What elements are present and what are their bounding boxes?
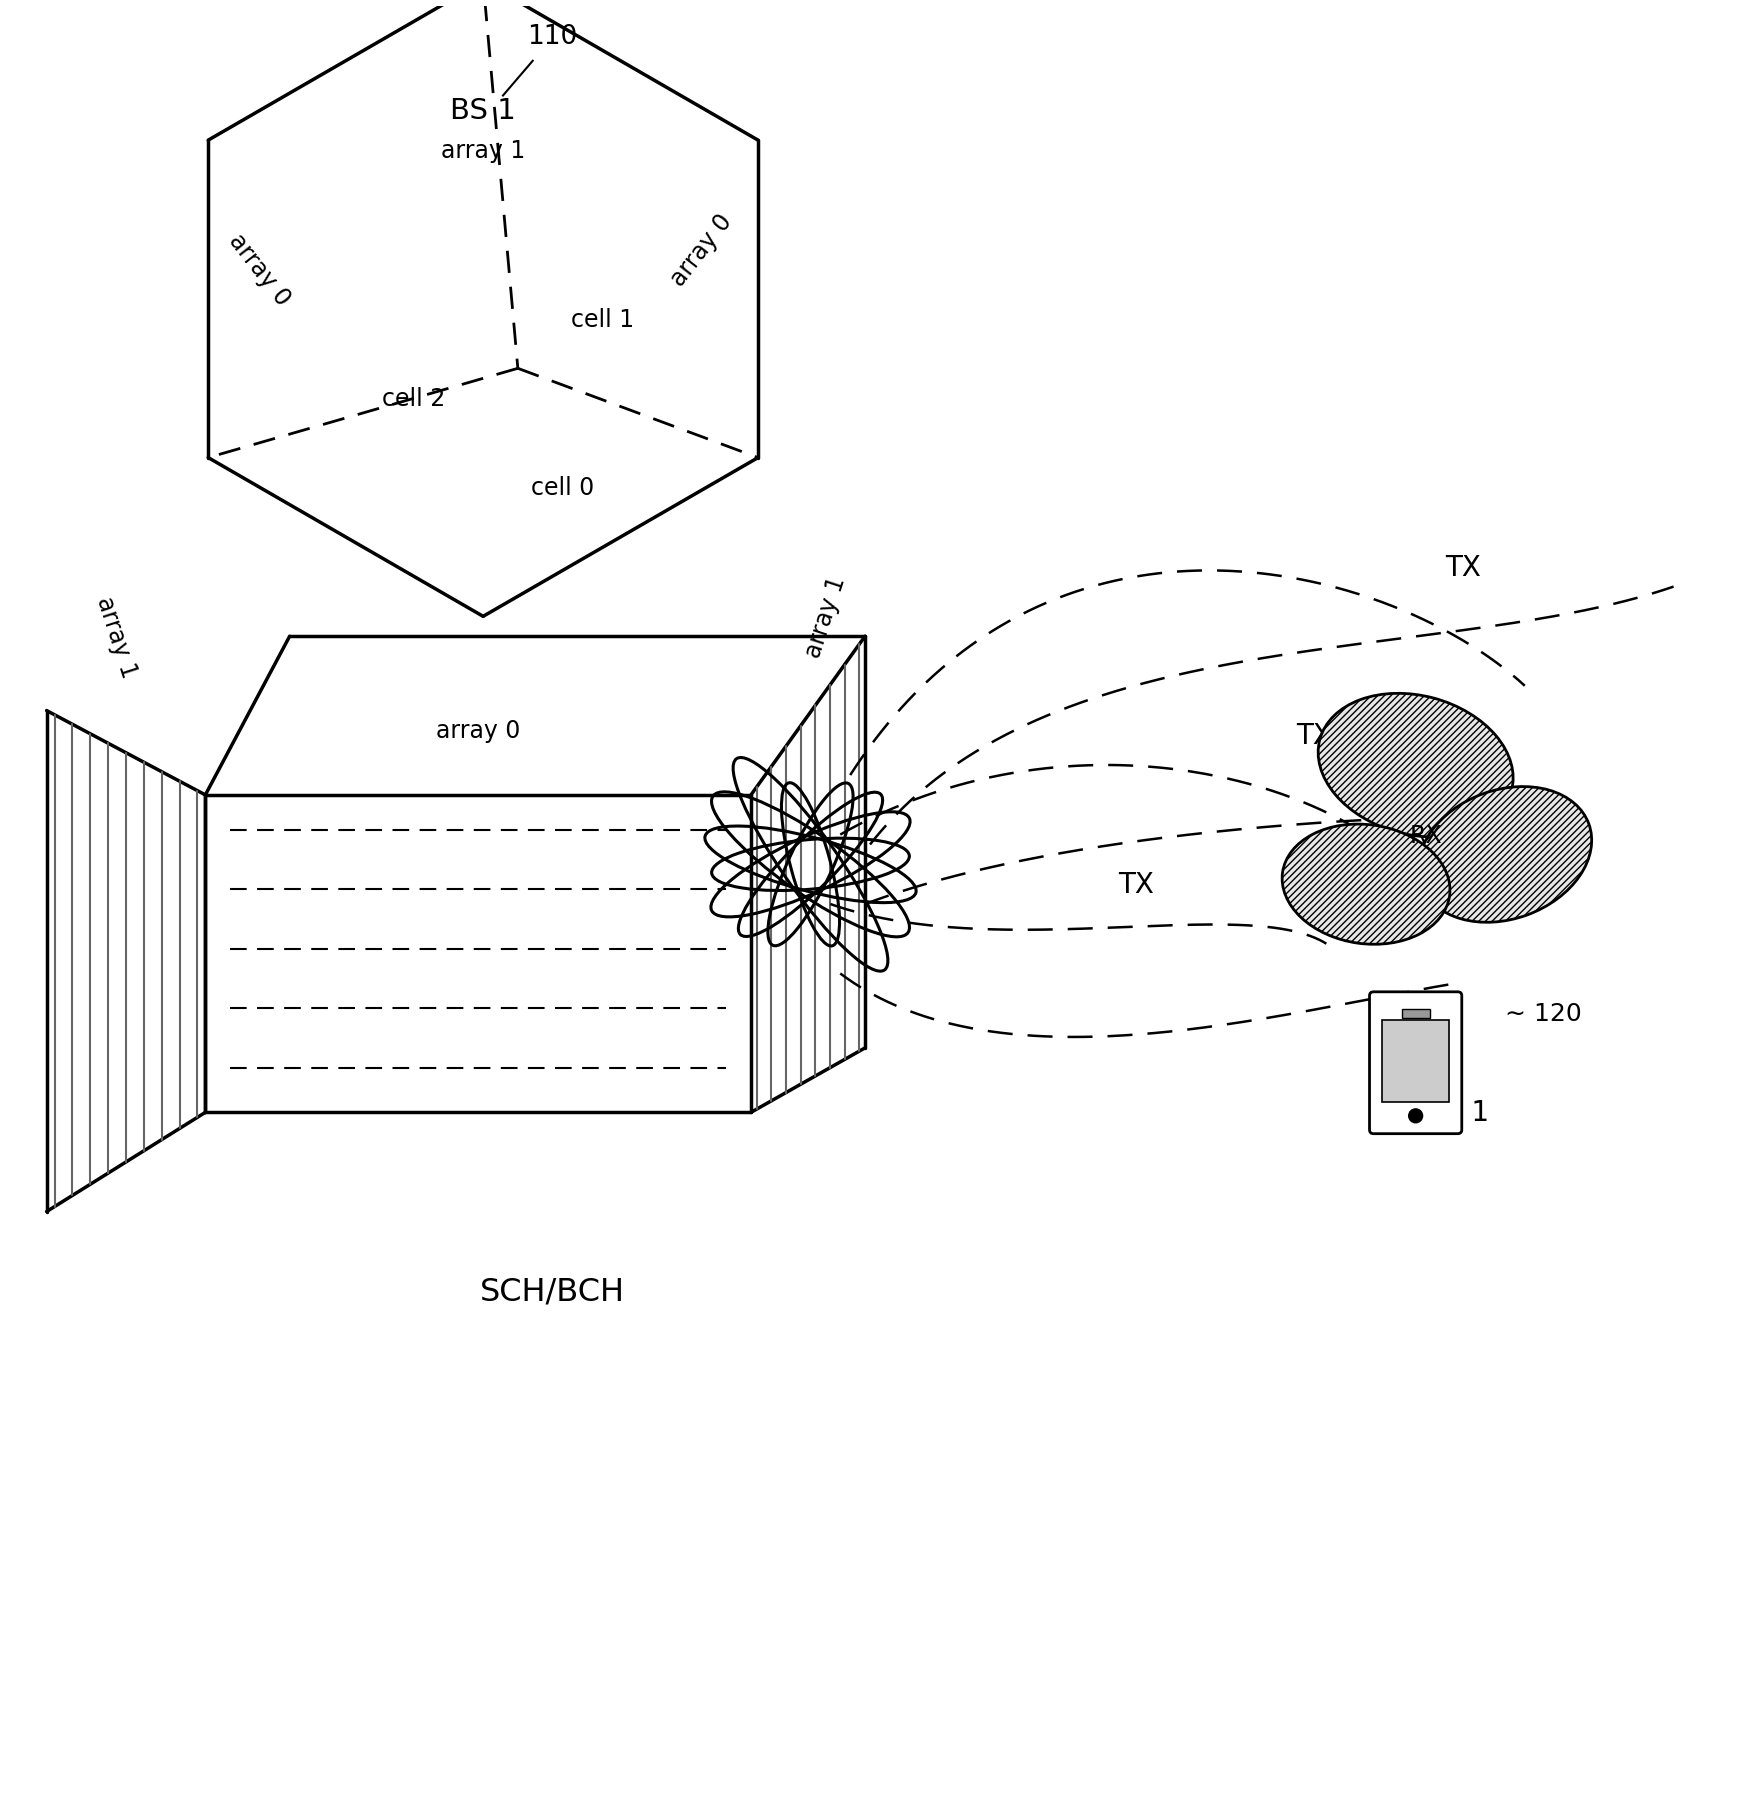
FancyBboxPatch shape <box>1369 992 1461 1134</box>
Text: TX: TX <box>1117 871 1154 898</box>
Text: cell 2: cell 2 <box>382 386 445 410</box>
Circle shape <box>1409 1110 1423 1123</box>
Text: array 0: array 0 <box>225 229 295 310</box>
Text: SCH/BCH: SCH/BCH <box>480 1275 625 1306</box>
Bar <box>1402 1009 1430 1018</box>
Ellipse shape <box>1318 695 1514 838</box>
Text: TX: TX <box>1446 553 1481 582</box>
Ellipse shape <box>1282 825 1449 945</box>
Text: MS 1: MS 1 <box>1421 1099 1489 1126</box>
Text: array 0: array 0 <box>665 210 737 290</box>
Text: array 1: array 1 <box>91 593 140 680</box>
Text: 110: 110 <box>527 24 578 51</box>
Text: cell 1: cell 1 <box>571 308 634 332</box>
Text: array 1: array 1 <box>801 573 850 660</box>
Text: array 0: array 0 <box>436 718 520 744</box>
Bar <box>1383 1019 1449 1103</box>
Text: TX: TX <box>1297 722 1332 749</box>
Text: array 1: array 1 <box>442 140 526 163</box>
Text: ∼ 120: ∼ 120 <box>1505 1001 1582 1025</box>
Ellipse shape <box>1418 787 1592 923</box>
Text: RX: RX <box>1409 824 1442 847</box>
Text: BS 1: BS 1 <box>450 98 517 125</box>
Text: cell 0: cell 0 <box>531 475 594 501</box>
